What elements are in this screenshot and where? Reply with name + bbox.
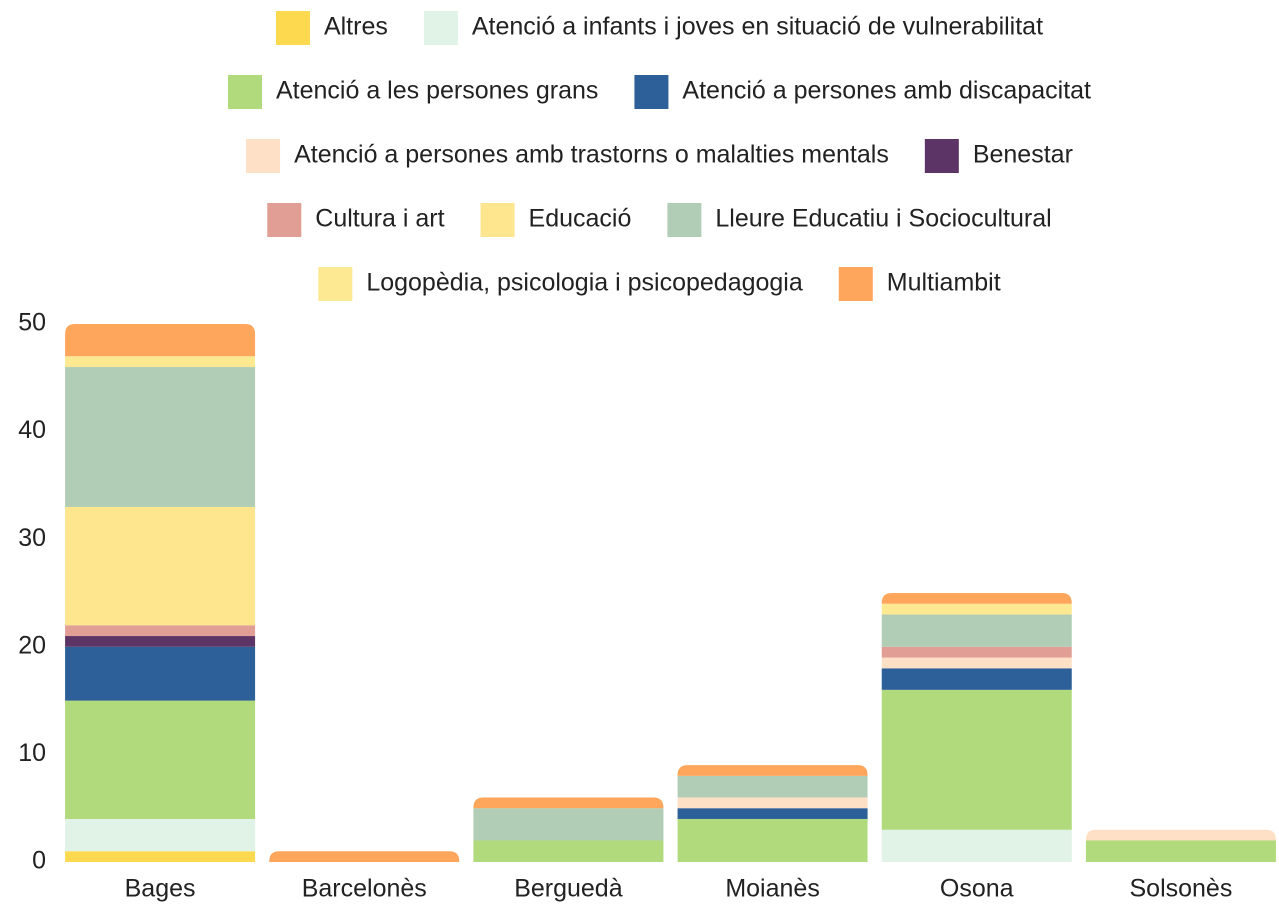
x-tick-label: Barcelonès <box>302 875 427 903</box>
legend-label: Multiambit <box>887 269 1001 297</box>
y-tick-label: 10 <box>18 739 46 767</box>
legend-label: Benestar <box>973 141 1073 169</box>
x-tick-label: Moianès <box>725 875 820 903</box>
legend-label: Atenció a persones amb discapacitat <box>682 77 1091 105</box>
bar-segment <box>881 603 1072 615</box>
bar-segment <box>65 625 256 637</box>
bar-segment <box>881 614 1072 647</box>
legend-label: Altres <box>324 13 388 41</box>
bar-segment <box>1085 829 1276 841</box>
x-tick-label: Berguedà <box>514 875 623 903</box>
legend-swatch <box>838 267 873 301</box>
x-tick-label: Osona <box>940 875 1014 903</box>
legend-label: Logopèdia, psicologia i psicopedagogia <box>366 269 803 297</box>
bar-segment <box>65 818 256 852</box>
bar-segment <box>473 797 664 809</box>
bar-segment <box>473 808 664 841</box>
bar-segment <box>269 851 460 862</box>
legend-label: Atenció a infants i joves en situació de… <box>472 13 1043 41</box>
bar-segment <box>677 808 868 819</box>
bar-segment <box>1085 840 1276 862</box>
bar-segment <box>65 506 256 626</box>
y-tick-label: 50 <box>18 309 46 337</box>
legend-swatch <box>246 139 281 173</box>
x-tick-label: Solsonès <box>1129 875 1232 903</box>
legend-swatch <box>924 139 959 173</box>
bar-segment <box>473 840 664 862</box>
bar-segment <box>881 668 1072 690</box>
legend-swatch <box>228 75 262 109</box>
bar-segment <box>881 657 1072 669</box>
legend-label: Atenció a les persones grans <box>276 77 598 105</box>
bar-segment <box>677 818 868 862</box>
legend-swatch <box>275 11 310 45</box>
bar-segment <box>881 593 1072 604</box>
bar-segment <box>881 689 1072 830</box>
bar-segment <box>65 367 256 507</box>
y-tick-label: 0 <box>32 847 46 875</box>
bar-segment <box>65 700 256 819</box>
bar-segment <box>677 797 868 809</box>
bar-segment <box>65 646 256 701</box>
y-tick-label: 30 <box>18 524 46 552</box>
bar-segment <box>677 775 868 798</box>
legend-swatch <box>318 267 353 301</box>
x-tick-label: Bages <box>125 875 196 903</box>
legend-swatch <box>634 75 669 109</box>
bar-segment <box>65 851 256 862</box>
bar-segment <box>881 646 1072 658</box>
legend-label: Lleure Educatiu i Sociocultural <box>715 205 1051 233</box>
bar-segment <box>677 765 868 776</box>
legend-swatch <box>267 203 302 237</box>
legend-label: Atenció a persones amb trastorns o malal… <box>294 141 889 169</box>
legend-swatch <box>480 203 515 237</box>
y-tick-label: 20 <box>18 631 46 659</box>
bar-segment <box>65 324 256 357</box>
legend-swatch <box>667 203 702 237</box>
legend-label: Educació <box>529 205 632 233</box>
bar-segment <box>65 356 256 368</box>
bar-segment <box>881 829 1072 862</box>
bar-segment <box>65 636 256 647</box>
legend-label: Cultura i art <box>315 205 444 233</box>
legend-swatch <box>423 11 458 45</box>
y-tick-label: 40 <box>18 416 46 444</box>
